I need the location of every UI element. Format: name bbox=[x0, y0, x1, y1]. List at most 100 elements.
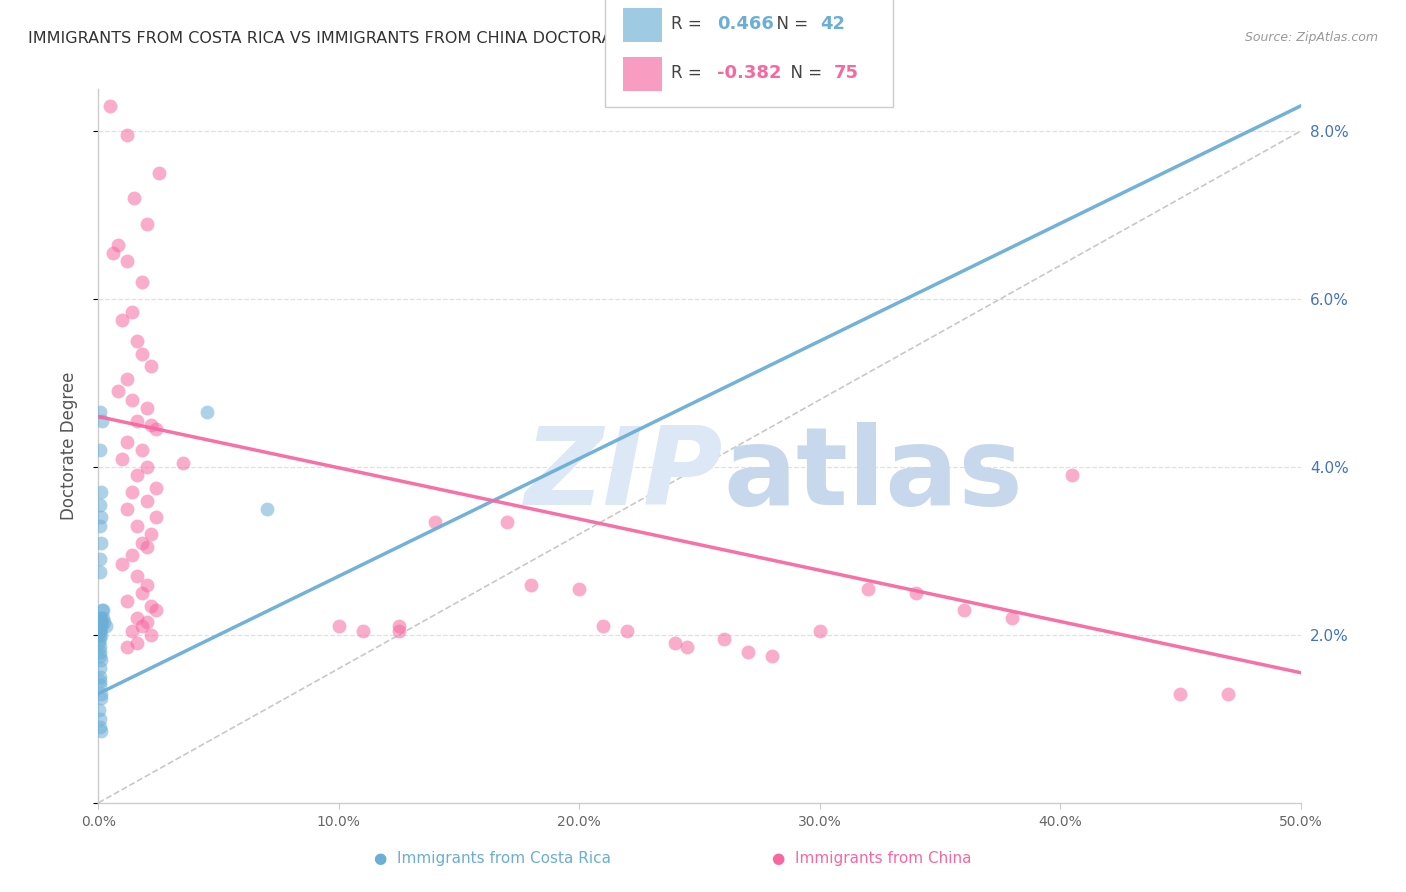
Point bbox=[90, 535, 112, 549]
Text: -0.382: -0.382 bbox=[717, 64, 782, 82]
Point bbox=[592, 619, 614, 633]
Point bbox=[125, 414, 148, 428]
Point bbox=[568, 582, 591, 596]
Point bbox=[89, 703, 111, 717]
Text: ZIP: ZIP bbox=[526, 422, 724, 527]
Point bbox=[1001, 611, 1024, 625]
Point bbox=[808, 624, 831, 638]
Point bbox=[145, 422, 167, 436]
Point bbox=[1218, 687, 1240, 701]
Point bbox=[125, 636, 148, 650]
Point bbox=[89, 624, 111, 638]
Point bbox=[423, 515, 446, 529]
Point bbox=[328, 619, 350, 633]
Point bbox=[89, 640, 111, 655]
Point bbox=[107, 237, 129, 252]
Point bbox=[121, 624, 143, 638]
Point bbox=[195, 405, 218, 419]
Point bbox=[121, 392, 143, 407]
Point bbox=[89, 661, 111, 675]
Point bbox=[131, 346, 153, 360]
Point bbox=[107, 384, 129, 399]
Point bbox=[90, 724, 112, 739]
Point bbox=[713, 632, 735, 646]
Point bbox=[89, 565, 111, 579]
Y-axis label: Doctorate Degree: Doctorate Degree bbox=[59, 372, 77, 520]
Point bbox=[135, 460, 157, 475]
Point bbox=[89, 552, 111, 566]
Point bbox=[141, 359, 163, 374]
Point bbox=[496, 515, 519, 529]
Text: N =: N = bbox=[780, 64, 828, 82]
Point bbox=[761, 648, 783, 663]
Point bbox=[89, 645, 111, 659]
Point bbox=[1062, 468, 1084, 483]
Point bbox=[91, 603, 114, 617]
Point bbox=[93, 615, 115, 630]
Point bbox=[89, 619, 111, 633]
Point bbox=[117, 502, 139, 516]
Point bbox=[111, 451, 134, 466]
Point bbox=[141, 599, 163, 613]
Point bbox=[91, 414, 114, 428]
Point bbox=[100, 99, 122, 113]
Point bbox=[145, 603, 167, 617]
Point bbox=[89, 670, 111, 684]
Point bbox=[89, 405, 111, 419]
Point bbox=[91, 603, 114, 617]
Point bbox=[125, 611, 148, 625]
Point bbox=[135, 401, 157, 416]
Point bbox=[89, 443, 111, 458]
Text: Source: ZipAtlas.com: Source: ZipAtlas.com bbox=[1244, 31, 1378, 45]
Point bbox=[388, 619, 411, 633]
Point bbox=[90, 628, 112, 642]
Text: R =: R = bbox=[671, 15, 707, 33]
Point bbox=[131, 275, 153, 289]
Point bbox=[145, 510, 167, 524]
Text: IMMIGRANTS FROM COSTA RICA VS IMMIGRANTS FROM CHINA DOCTORATE DEGREE CORRELATION: IMMIGRANTS FROM COSTA RICA VS IMMIGRANTS… bbox=[28, 31, 882, 46]
Point bbox=[89, 712, 111, 726]
Point bbox=[111, 557, 134, 571]
Point bbox=[91, 619, 114, 633]
Point bbox=[89, 648, 111, 663]
Text: N =: N = bbox=[766, 15, 814, 33]
Text: 75: 75 bbox=[834, 64, 859, 82]
Point bbox=[94, 619, 117, 633]
Point bbox=[89, 674, 111, 689]
Point bbox=[89, 632, 111, 646]
Text: 42: 42 bbox=[820, 15, 845, 33]
Point bbox=[117, 434, 139, 449]
Point bbox=[90, 615, 112, 630]
Point bbox=[676, 640, 699, 655]
Text: atlas: atlas bbox=[724, 422, 1024, 527]
Point bbox=[520, 577, 543, 591]
Point bbox=[135, 540, 157, 554]
Point bbox=[352, 624, 374, 638]
Point bbox=[616, 624, 638, 638]
Point bbox=[737, 645, 759, 659]
Point bbox=[148, 166, 170, 180]
Point bbox=[90, 653, 112, 667]
Point bbox=[135, 217, 157, 231]
Point bbox=[89, 518, 111, 533]
Point bbox=[1170, 687, 1192, 701]
Point bbox=[117, 640, 139, 655]
Point bbox=[135, 577, 157, 591]
Point bbox=[131, 586, 153, 600]
Point bbox=[89, 636, 111, 650]
Point bbox=[135, 615, 157, 630]
Point bbox=[117, 128, 139, 143]
Point bbox=[89, 628, 111, 642]
Text: R =: R = bbox=[671, 64, 707, 82]
Point bbox=[125, 468, 148, 483]
Point bbox=[131, 535, 153, 549]
Point bbox=[90, 690, 112, 705]
Point bbox=[141, 417, 163, 432]
Point bbox=[89, 498, 111, 512]
Point bbox=[121, 485, 143, 500]
Point bbox=[90, 611, 112, 625]
Point bbox=[111, 313, 134, 327]
Point bbox=[131, 619, 153, 633]
Point bbox=[256, 502, 278, 516]
Point bbox=[121, 548, 143, 562]
